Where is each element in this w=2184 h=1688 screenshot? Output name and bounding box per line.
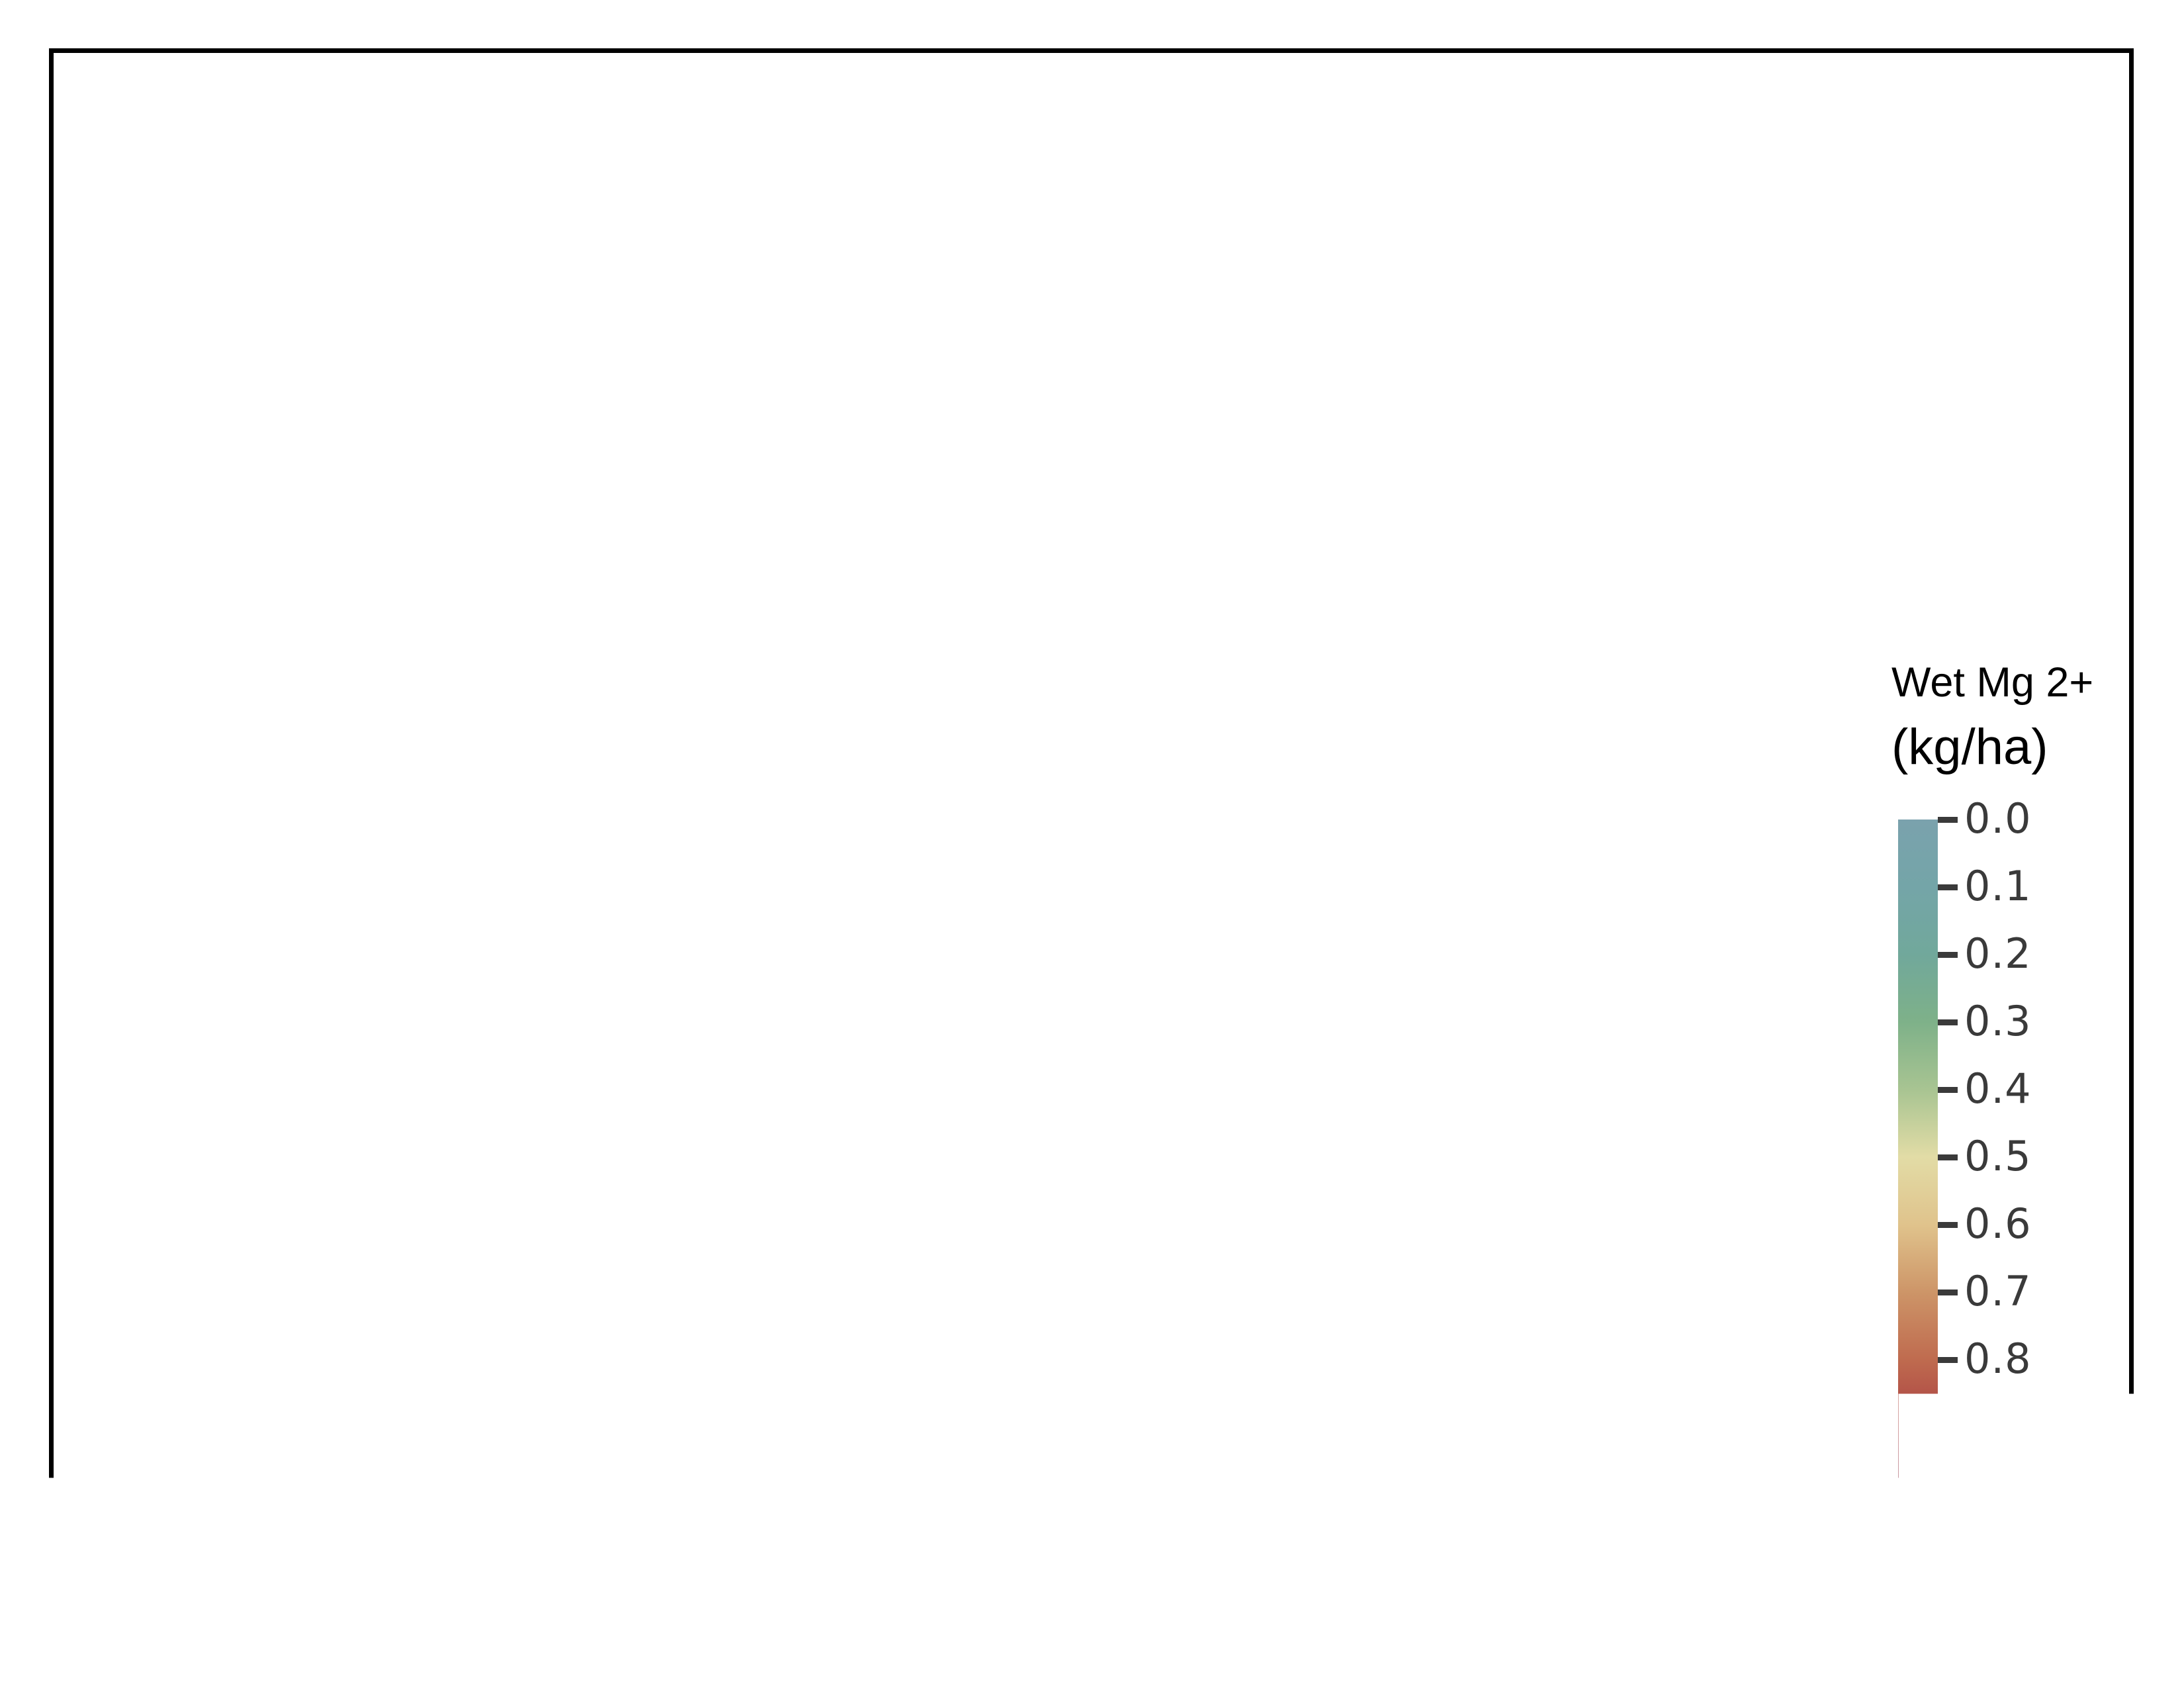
colorbar-tick-4 (1938, 1087, 1958, 1093)
map-figure: Wet Mg 2+ (kg/ha) 0.0 0.1 0.2 0.3 0.4 0.5 0.6 0… (0, 0, 2184, 1688)
colorbar-tick-5 (1938, 1154, 1958, 1160)
colorbar-tick-label-1: 0.1 (1964, 866, 2032, 907)
colorbar-tick-3 (1938, 1019, 1958, 1025)
legend-units: (kg/ha) (1891, 718, 2048, 776)
colorbar-tick-label-10: >1.0 (1964, 1474, 2067, 1515)
colorbar-tick-label-4: 0.4 (1964, 1068, 2032, 1109)
colorbar[interactable]: 0.0 0.1 0.2 0.3 0.4 0.5 0.6 0.7 0.8 0.9 >1.0 (1898, 820, 1938, 1495)
colorbar-tick-2 (1938, 952, 1958, 958)
colorbar-tick-label-3: 0.3 (1964, 1001, 2032, 1042)
colorbar-tick-9 (1938, 1425, 1958, 1430)
colorbar-tick-0 (1938, 817, 1958, 823)
agency-caption: USEPA 11/07/25 (1757, 1572, 2071, 1621)
figure-border (49, 48, 2134, 1637)
colorbar-tick-6 (1938, 1222, 1958, 1228)
colorbar-tick-label-9: 0.9 (1964, 1406, 2032, 1447)
map-caption: Wet magnesium deposition 20112013 (1145, 1517, 1886, 1566)
colorbar-tick-10 (1938, 1492, 1958, 1498)
colorbar-tick-label-6: 0.6 (1964, 1203, 2032, 1244)
colorbar-tick-7 (1938, 1289, 1958, 1295)
colorbar-tick-label-2: 0.2 (1964, 933, 2032, 974)
colorbar-tick-8 (1938, 1357, 1958, 1363)
colorbar-tick-label-7: 0.7 (1964, 1271, 2032, 1312)
colorbar-tick-label-5: 0.5 (1964, 1136, 2032, 1177)
legend-title: Wet Mg 2+ (1891, 659, 2093, 706)
source-caption: Source: v2025_dev, data: CASTNET/CMAQ/NA… (106, 1572, 1048, 1621)
colorbar-tick-1 (1938, 884, 1958, 890)
colorbar-tick-label-0: 0.0 (1964, 798, 2032, 839)
colorbar-tick-label-8: 0.8 (1964, 1338, 2032, 1380)
colorbar-gradient (1898, 820, 1938, 1495)
